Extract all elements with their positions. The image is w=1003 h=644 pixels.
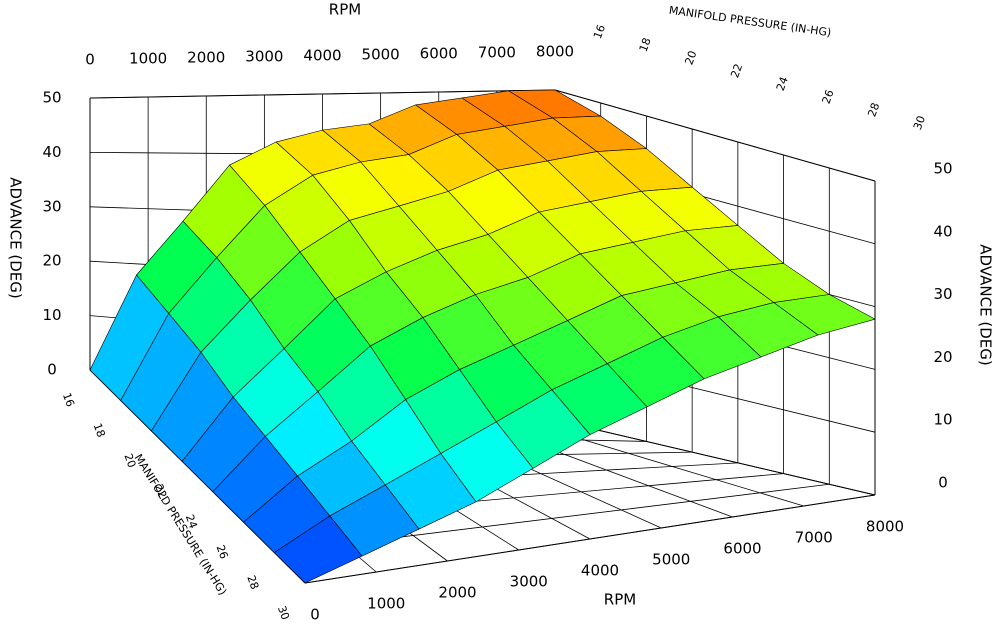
x-tick-label-top: 3000: [245, 48, 283, 66]
z-tick-label-left: 30: [42, 197, 61, 215]
x-axis-title-top: RPM: [329, 1, 361, 19]
x-tick-label: 3000: [510, 573, 548, 591]
y-tick-label-top: 16: [591, 23, 608, 41]
grid-line: [554, 89, 876, 182]
x-axis-title: RPM: [604, 591, 636, 609]
y-tick-label-top: 24: [774, 75, 791, 93]
z-tick-label-right: 0: [938, 474, 948, 492]
y-axis-title-top: MANIFOLD PRESSURE (IN-HG): [668, 4, 832, 40]
y-tick-label-top: 28: [865, 101, 882, 119]
grid-line: [304, 494, 876, 584]
y-tick-label: 24: [183, 513, 200, 531]
x-tick-label-top: 5000: [362, 46, 400, 64]
y-tick-label: 18: [91, 421, 108, 439]
z-tick-label-left: 10: [42, 306, 61, 324]
y-tick-label-top: 18: [637, 36, 654, 54]
surface-cell: [273, 515, 363, 584]
z-tick-label-left: 0: [47, 361, 57, 379]
y-tick-label: 28: [244, 574, 261, 592]
grid-line: [554, 419, 876, 496]
z-axis-title-left: ADVANCE (DEG): [7, 177, 25, 298]
y-tick-label-top: 30: [911, 114, 928, 132]
x-tick-label: 5000: [652, 551, 690, 569]
x-tick-label: 8000: [866, 518, 904, 536]
x-tick-label-top: 2000: [187, 49, 225, 67]
z-tick-label-right: 30: [933, 285, 952, 303]
z-tick-label-left: 20: [42, 252, 61, 270]
z-tick-label-right: 20: [933, 348, 952, 366]
x-tick-label: 2000: [438, 584, 476, 602]
y-tick-label: 30: [275, 604, 292, 622]
x-tick-label: 7000: [795, 529, 833, 547]
x-tick-label: 4000: [581, 562, 619, 580]
z-tick-label-right: 40: [933, 222, 952, 240]
y-tick-label: 16: [60, 391, 77, 409]
grid-line: [89, 89, 556, 99]
x-tick-label-top: 1000: [129, 50, 167, 68]
y-tick-label-top: 22: [728, 62, 745, 80]
z-axis-title-right: ADVANCE (DEG): [977, 244, 995, 365]
x-tick-label: 1000: [367, 595, 405, 613]
z-tick-label-right: 50: [933, 160, 952, 178]
x-tick-label-top: 6000: [420, 45, 458, 63]
x-tick-label-top: 4000: [303, 47, 341, 65]
y-tick-label-top: 26: [820, 88, 837, 106]
y-tick-label: 22: [152, 482, 169, 500]
x-tick-label: 6000: [723, 540, 761, 558]
z-tick-label-left: 50: [42, 89, 61, 107]
x-tick-label: 0: [310, 606, 320, 624]
x-tick-label-top: 0: [85, 51, 95, 69]
x-tick-label-top: 8000: [536, 43, 574, 61]
y-tick-label: 26: [214, 543, 231, 561]
z-tick-label-right: 10: [933, 411, 952, 429]
y-tick-label: 20: [121, 452, 138, 470]
x-tick-label-top: 7000: [478, 44, 516, 62]
z-tick-label-left: 40: [42, 143, 61, 161]
y-tick-label-top: 20: [682, 49, 699, 67]
